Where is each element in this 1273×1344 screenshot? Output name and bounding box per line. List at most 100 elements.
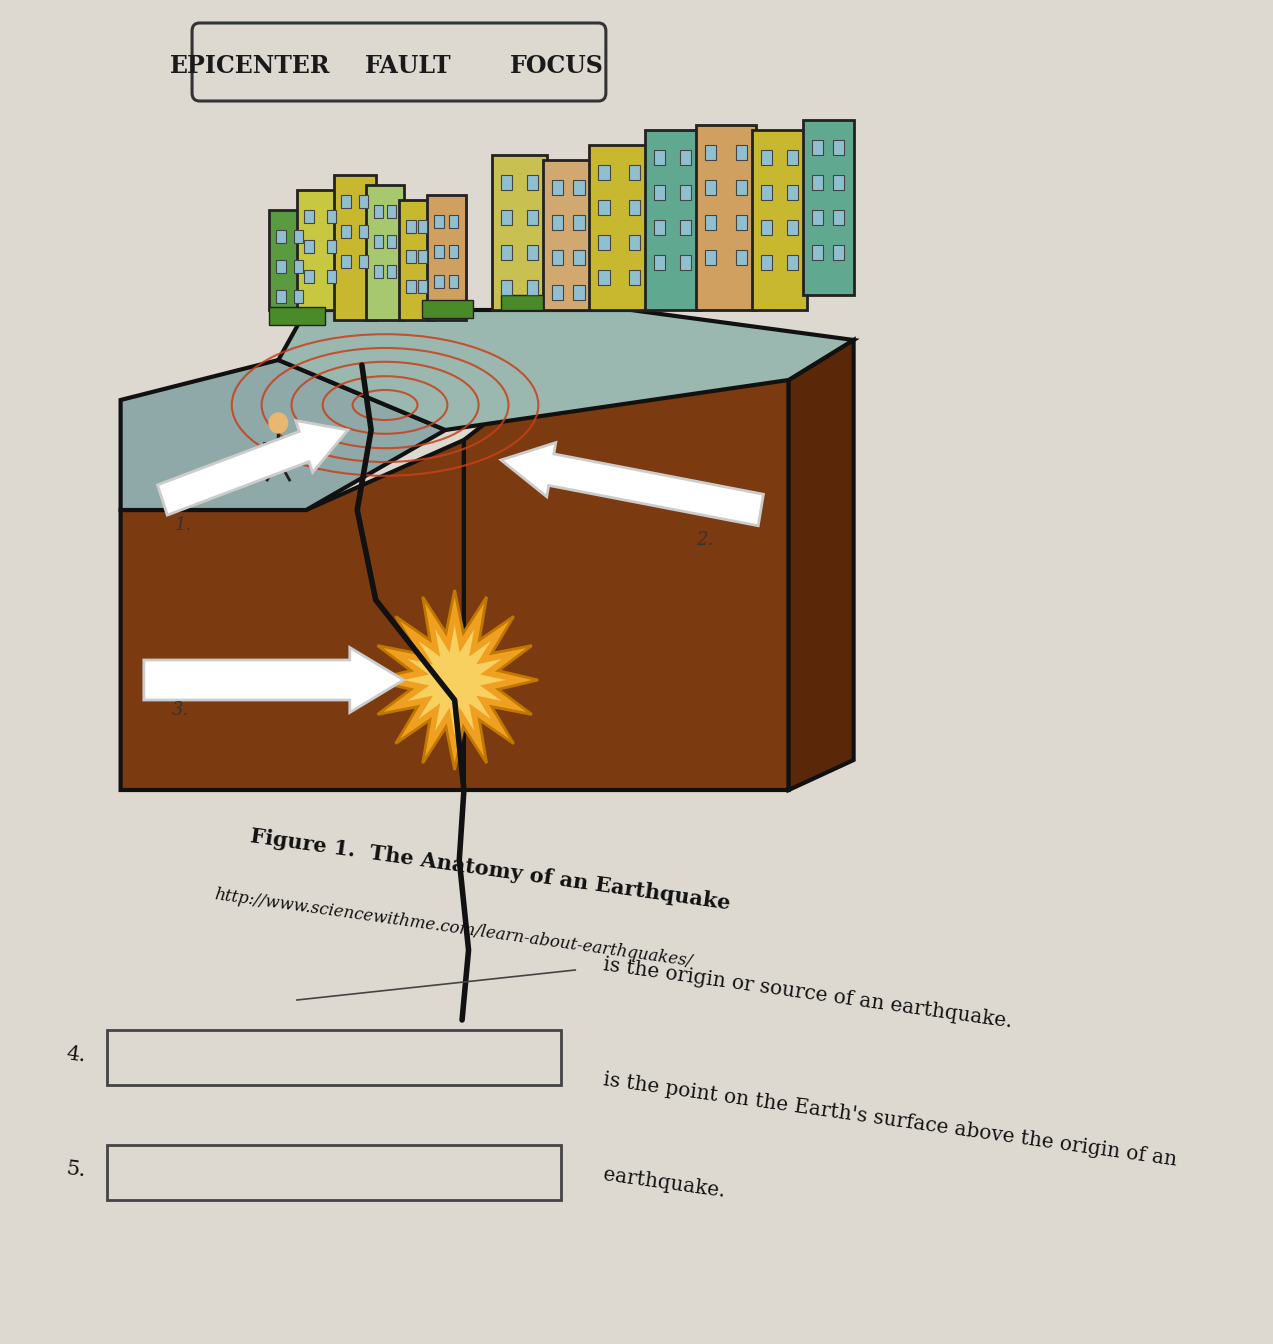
Polygon shape xyxy=(789,340,854,790)
Bar xyxy=(654,185,666,200)
Bar xyxy=(426,195,466,320)
Bar xyxy=(527,210,538,224)
Bar xyxy=(598,200,610,215)
Bar xyxy=(680,220,691,235)
Bar xyxy=(304,270,313,284)
Bar xyxy=(589,145,649,310)
Bar xyxy=(359,195,368,208)
Text: 4.: 4. xyxy=(65,1044,88,1066)
Polygon shape xyxy=(463,310,789,790)
Bar xyxy=(406,280,416,293)
Bar xyxy=(761,255,771,270)
Bar xyxy=(812,140,822,155)
Bar xyxy=(552,215,563,230)
Bar xyxy=(502,245,512,259)
Bar xyxy=(834,210,844,224)
Bar xyxy=(334,175,376,320)
Bar xyxy=(787,255,798,270)
Bar xyxy=(629,270,640,285)
Bar xyxy=(398,200,434,320)
Bar xyxy=(294,290,303,302)
Bar xyxy=(502,175,512,190)
Bar xyxy=(598,270,610,285)
Bar xyxy=(834,245,844,259)
Bar xyxy=(834,175,844,190)
Polygon shape xyxy=(372,590,538,770)
Bar xyxy=(812,175,822,190)
Bar xyxy=(359,224,368,238)
Bar xyxy=(304,241,313,253)
Bar xyxy=(491,155,547,310)
Text: FAULT: FAULT xyxy=(365,54,452,78)
Bar xyxy=(527,280,538,294)
Text: is the origin or source of an earthquake.: is the origin or source of an earthquake… xyxy=(602,956,1013,1032)
Bar xyxy=(542,160,593,310)
Bar xyxy=(449,215,458,228)
FancyArrow shape xyxy=(158,421,348,515)
Text: 3.: 3. xyxy=(172,702,188,719)
Bar xyxy=(269,306,325,325)
Bar xyxy=(304,210,313,223)
Bar xyxy=(654,151,666,165)
Bar xyxy=(387,206,396,218)
Bar xyxy=(406,250,416,263)
Bar xyxy=(297,190,344,310)
Polygon shape xyxy=(121,439,463,790)
Text: earthquake.: earthquake. xyxy=(602,1165,726,1202)
Bar xyxy=(276,259,285,273)
Bar xyxy=(502,280,512,294)
Bar xyxy=(367,185,404,320)
Bar xyxy=(341,195,351,208)
Bar xyxy=(573,180,584,195)
Bar xyxy=(327,270,336,284)
Bar xyxy=(598,235,610,250)
Bar xyxy=(552,285,563,300)
Bar xyxy=(787,151,798,165)
Bar xyxy=(573,285,584,300)
Bar xyxy=(552,250,563,265)
Bar xyxy=(629,235,640,250)
Bar xyxy=(736,145,747,160)
Bar xyxy=(387,235,396,249)
Bar xyxy=(327,210,336,223)
Bar xyxy=(374,235,383,249)
Bar xyxy=(802,120,854,294)
Polygon shape xyxy=(121,360,446,509)
Text: http://www.sciencewithme.com/learn-about-earthquakes/: http://www.sciencewithme.com/learn-about… xyxy=(214,887,694,970)
Bar xyxy=(705,180,717,195)
Bar xyxy=(527,175,538,190)
Bar xyxy=(418,250,426,263)
FancyArrow shape xyxy=(144,648,404,712)
Bar xyxy=(629,200,640,215)
Bar xyxy=(434,215,443,228)
Bar xyxy=(629,165,640,180)
Bar xyxy=(341,224,351,238)
Text: 2.: 2. xyxy=(696,531,713,548)
Bar xyxy=(736,250,747,265)
Bar xyxy=(449,276,458,288)
Bar xyxy=(434,276,443,288)
Bar xyxy=(502,294,542,310)
Polygon shape xyxy=(404,625,505,735)
Text: 5.: 5. xyxy=(65,1160,88,1181)
Bar xyxy=(374,265,383,278)
Text: FOCUS: FOCUS xyxy=(509,54,603,78)
Bar xyxy=(751,130,807,310)
Bar xyxy=(434,245,443,258)
Bar xyxy=(705,145,717,160)
Polygon shape xyxy=(279,310,854,430)
Bar xyxy=(654,220,666,235)
Bar xyxy=(680,255,691,270)
Text: EPICENTER: EPICENTER xyxy=(171,54,331,78)
Bar xyxy=(527,245,538,259)
Bar xyxy=(834,140,844,155)
Bar xyxy=(761,220,771,235)
Bar xyxy=(645,130,700,310)
Bar xyxy=(598,165,610,180)
Bar xyxy=(327,241,336,253)
Bar xyxy=(423,300,474,319)
Bar xyxy=(680,185,691,200)
Bar xyxy=(294,230,303,243)
Bar xyxy=(761,185,771,200)
Circle shape xyxy=(269,413,288,433)
